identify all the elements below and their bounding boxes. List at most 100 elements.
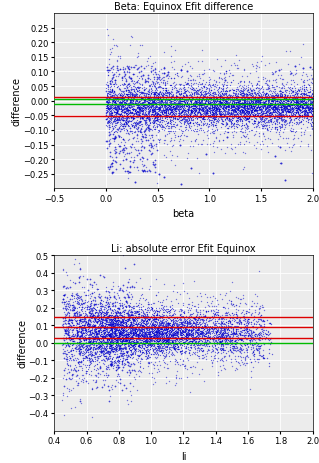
Point [161, 117, 166, 125]
Point [228, 105, 233, 113]
Point [228, 105, 233, 112]
Point [62, 299, 67, 306]
Point [281, 101, 286, 109]
Point [210, 128, 215, 136]
Point [180, 319, 185, 326]
Point [248, 90, 253, 97]
Point [221, 96, 226, 103]
Point [188, 326, 193, 334]
Point [192, 108, 197, 115]
Point [104, 315, 109, 323]
Point [169, 88, 174, 96]
Point [296, 105, 301, 113]
Point [268, 335, 273, 342]
Point [293, 71, 298, 78]
Point [132, 332, 137, 340]
Point [135, 54, 140, 61]
Point [234, 94, 239, 101]
Point [163, 332, 168, 340]
Point [162, 336, 167, 344]
Point [89, 327, 94, 334]
Point [207, 96, 212, 104]
Point [213, 116, 218, 123]
Point [231, 100, 236, 107]
Point [289, 98, 294, 105]
Point [87, 304, 92, 312]
Point [297, 112, 302, 119]
Point [155, 112, 160, 119]
Point [113, 104, 118, 112]
Point [135, 315, 140, 322]
Point [190, 96, 196, 103]
Point [172, 123, 177, 131]
Point [241, 87, 246, 94]
Point [248, 355, 253, 363]
Point [134, 322, 139, 329]
Point [135, 86, 140, 93]
Point [96, 339, 101, 346]
Point [174, 101, 180, 108]
Point [154, 331, 159, 338]
Point [230, 107, 235, 115]
Point [309, 110, 314, 117]
Point [156, 344, 161, 352]
Point [73, 372, 78, 380]
Point [174, 329, 179, 336]
Point [135, 120, 140, 128]
Point [182, 314, 187, 322]
Point [176, 108, 181, 115]
Point [97, 344, 102, 352]
Point [114, 149, 119, 156]
Point [105, 102, 110, 110]
Point [196, 83, 201, 91]
Point [225, 98, 230, 106]
Point [302, 113, 308, 120]
Point [193, 333, 198, 341]
Point [169, 316, 174, 324]
Point [178, 325, 183, 332]
Point [154, 335, 159, 343]
Point [250, 100, 256, 107]
Point [191, 112, 197, 119]
Point [220, 83, 225, 91]
Point [152, 337, 157, 344]
Point [76, 323, 81, 330]
Point [101, 338, 106, 345]
Point [138, 137, 143, 144]
Point [187, 85, 192, 92]
Point [144, 335, 149, 343]
Point [127, 123, 132, 131]
Point [133, 335, 138, 343]
Point [161, 107, 167, 114]
Point [102, 333, 107, 341]
Point [298, 118, 303, 125]
Point [180, 328, 185, 336]
Point [143, 350, 148, 358]
Point [80, 318, 85, 325]
Point [176, 102, 181, 110]
Point [255, 96, 260, 104]
Point [185, 319, 190, 326]
Point [253, 102, 258, 110]
Point [89, 311, 94, 319]
Point [252, 299, 257, 307]
Point [138, 107, 144, 115]
Point [262, 106, 267, 113]
Point [259, 101, 264, 108]
Point [88, 348, 93, 356]
Point [249, 97, 254, 104]
Point [109, 161, 114, 168]
Point [123, 302, 128, 310]
Point [149, 322, 154, 329]
Point [247, 104, 252, 112]
Point [170, 344, 175, 351]
Point [249, 91, 254, 99]
Point [123, 333, 129, 340]
Point [144, 350, 149, 357]
Point [201, 313, 206, 320]
Point [122, 109, 127, 117]
Point [159, 108, 164, 115]
Point [303, 84, 308, 91]
Point [173, 313, 178, 320]
Point [69, 307, 74, 314]
